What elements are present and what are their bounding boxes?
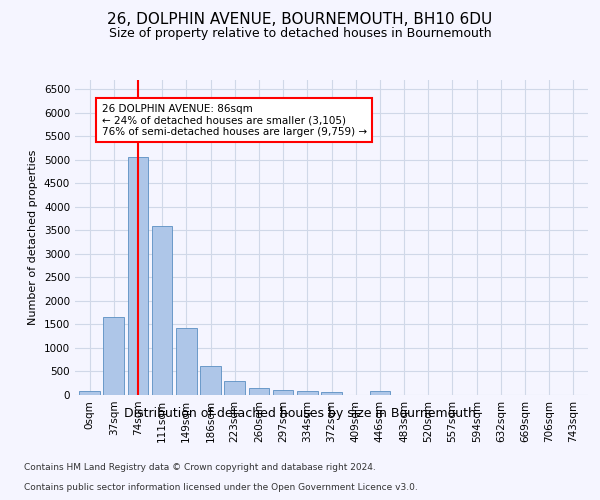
Bar xyxy=(200,366,221,395)
Bar xyxy=(176,328,197,395)
Bar xyxy=(79,392,100,395)
Text: 26, DOLPHIN AVENUE, BOURNEMOUTH, BH10 6DU: 26, DOLPHIN AVENUE, BOURNEMOUTH, BH10 6D… xyxy=(107,12,493,28)
Text: Contains HM Land Registry data © Crown copyright and database right 2024.: Contains HM Land Registry data © Crown c… xyxy=(24,464,376,472)
Y-axis label: Number of detached properties: Number of detached properties xyxy=(28,150,38,325)
Bar xyxy=(248,388,269,395)
Text: Size of property relative to detached houses in Bournemouth: Size of property relative to detached ho… xyxy=(109,28,491,40)
Text: Contains public sector information licensed under the Open Government Licence v3: Contains public sector information licen… xyxy=(24,484,418,492)
Bar xyxy=(273,390,293,395)
Bar xyxy=(128,157,148,395)
Bar xyxy=(224,381,245,395)
Bar xyxy=(152,226,172,395)
Bar xyxy=(321,392,342,395)
Bar xyxy=(103,318,124,395)
Bar xyxy=(370,391,390,395)
Bar xyxy=(297,391,317,395)
Text: Distribution of detached houses by size in Bournemouth: Distribution of detached houses by size … xyxy=(124,408,476,420)
Text: 26 DOLPHIN AVENUE: 86sqm
← 24% of detached houses are smaller (3,105)
76% of sem: 26 DOLPHIN AVENUE: 86sqm ← 24% of detach… xyxy=(101,104,367,136)
